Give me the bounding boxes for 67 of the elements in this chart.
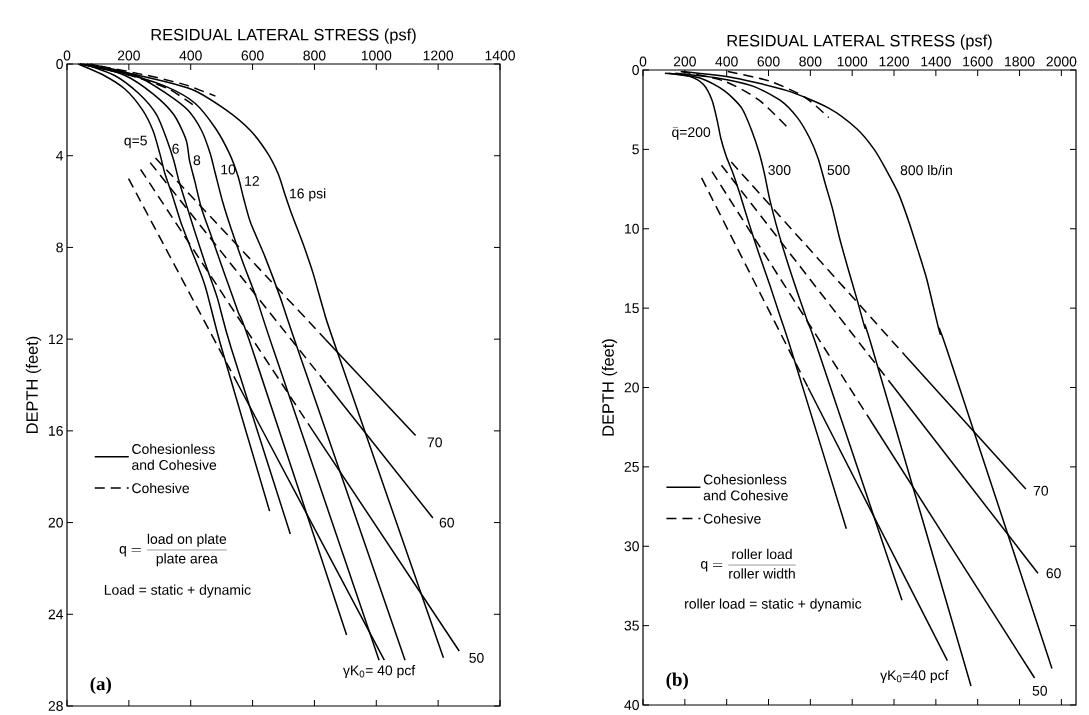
legend-label: Cohesive bbox=[703, 513, 761, 524]
annotation: γK$_{0}$=40 pcf bbox=[880, 669, 949, 683]
y-tick-label: 40 bbox=[624, 700, 639, 710]
y-tick-label: 30 bbox=[624, 541, 639, 552]
annotation: 6 bbox=[172, 143, 179, 154]
x-tick-label: 800 bbox=[303, 50, 326, 61]
x-tick-label: 0 bbox=[63, 50, 71, 61]
annotation: 60 bbox=[1046, 568, 1061, 579]
y-axis-title: DEPTH (feet) bbox=[601, 339, 618, 436]
y-tick-label: 5 bbox=[632, 144, 639, 155]
x-tick-label: 1000 bbox=[361, 50, 392, 61]
x-tick-label: 1200 bbox=[423, 50, 454, 61]
legend-label: Cohesive bbox=[132, 482, 190, 494]
annotation: $\bar{\mbox{q}}\mbox{=200}$ bbox=[672, 127, 711, 140]
x-tick-label: 600 bbox=[757, 56, 780, 67]
x-tick-label: 200 bbox=[117, 50, 140, 61]
y-tick-label: 35 bbox=[624, 620, 639, 631]
x-tick-label: 0 bbox=[639, 56, 647, 67]
y-tick-label: 0 bbox=[632, 65, 639, 75]
y-tick-label: 16 bbox=[49, 425, 63, 436]
x-tick-label: 800 bbox=[799, 56, 822, 67]
x-tick-label: 400 bbox=[715, 56, 738, 67]
annotation: 500 bbox=[827, 165, 850, 175]
y-tick-label: 8 bbox=[56, 242, 63, 253]
annotation: 8 bbox=[193, 155, 201, 166]
annotation: 60 bbox=[439, 517, 455, 528]
annotation: 12 bbox=[245, 176, 259, 186]
x-tick-label: 1400 bbox=[921, 56, 951, 67]
y-axis-title: DEPTH (feet) bbox=[25, 336, 42, 433]
y-tick-label: 15 bbox=[625, 303, 639, 313]
x-tick-label: 1800 bbox=[1005, 56, 1035, 67]
x-axis-title: RESIDUAL LATERAL STRESS (psf) bbox=[727, 34, 992, 50]
annotation: 800 lb/in bbox=[900, 164, 952, 176]
x-tick-label: 1200 bbox=[879, 56, 909, 67]
x-tick-label: 200 bbox=[673, 56, 696, 67]
annotation: $\mbox{q} = \frac{\mbox{roller load}}{\mbox{roller width}}$ bbox=[701, 548, 796, 579]
x-tick-label: 1600 bbox=[963, 56, 993, 67]
y-tick-label: 10 bbox=[625, 223, 639, 234]
annotation: 70 bbox=[427, 437, 442, 448]
annotation: 16 psi bbox=[290, 188, 326, 202]
legend-label: Cohesionless and Cohesive bbox=[132, 443, 217, 470]
annotation: roller load = static + dynamic bbox=[685, 598, 862, 612]
y-tick-label: 20 bbox=[624, 382, 639, 393]
y-tick-label: 28 bbox=[48, 701, 63, 711]
annotation: $\mbox{q} = \frac{\mbox{load on plate}}{\mbox{plate area}}$ bbox=[119, 533, 227, 567]
y-tick-label: 4 bbox=[56, 150, 64, 161]
y-tick-label: 20 bbox=[48, 517, 63, 528]
y-tick-label: 24 bbox=[48, 609, 64, 620]
x-axis-title: RESIDUAL LATERAL STRESS (psf) bbox=[151, 28, 416, 44]
annotation: 50 bbox=[469, 652, 484, 663]
y-tick-label: 25 bbox=[624, 461, 639, 472]
x-tick-label: 2000 bbox=[1046, 56, 1077, 67]
x-tick-label: 1000 bbox=[837, 56, 868, 67]
annotation: 300 bbox=[768, 165, 791, 175]
annotation: 10 bbox=[221, 164, 236, 175]
legend-label: Cohesionless and Cohesive bbox=[703, 474, 788, 501]
annotation: (b) bbox=[666, 672, 688, 690]
annotation: 70 bbox=[1033, 485, 1049, 496]
y-tick-label: 12 bbox=[49, 334, 63, 345]
x-tick-label: 400 bbox=[179, 50, 202, 61]
x-tick-label: 600 bbox=[241, 50, 264, 61]
annotation: q=5 bbox=[124, 135, 147, 149]
annotation: Load = static + dynamic bbox=[104, 584, 251, 598]
annotation: (a) bbox=[90, 676, 111, 695]
annotation: γK$_{0}$= 40 pcf bbox=[343, 665, 416, 679]
x-tick-label: 1400 bbox=[485, 50, 515, 61]
annotation: 50 bbox=[1032, 685, 1048, 696]
